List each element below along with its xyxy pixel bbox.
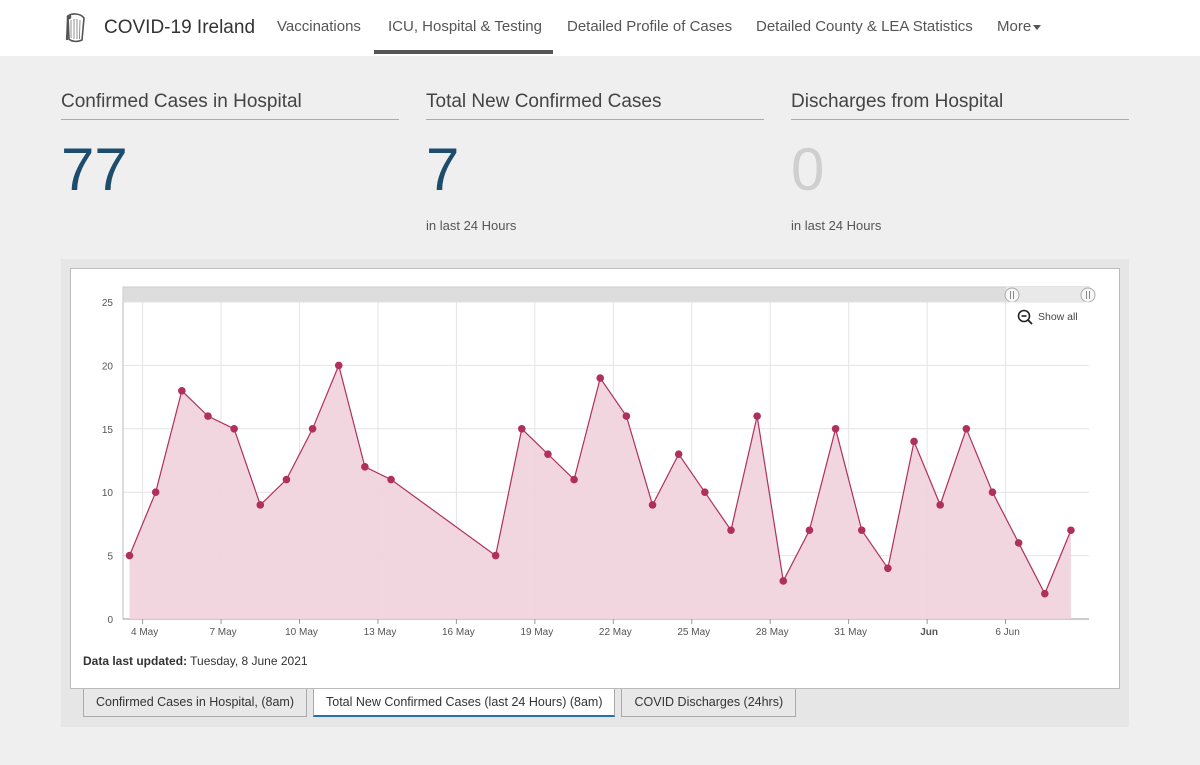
data-point bbox=[648, 501, 657, 509]
show-all-button[interactable]: Show all bbox=[1017, 309, 1078, 325]
data-point bbox=[1040, 589, 1049, 598]
new-cases-area-chart[interactable]: 0 5 10 15 20 25 4 May 7 May 10 May 13 May 16 May 19… bbox=[71, 269, 1121, 690]
data-point bbox=[361, 463, 369, 471]
data-point bbox=[727, 526, 735, 535]
chart-panel: 0 5 10 15 20 25 4 May 7 May 10 May 13 May 16 May 19… bbox=[61, 259, 1129, 727]
harp-logo-icon bbox=[65, 13, 85, 43]
data-point bbox=[230, 425, 238, 433]
data-point bbox=[910, 437, 918, 446]
data-point bbox=[1014, 539, 1023, 547]
y-tick-label: 15 bbox=[102, 425, 114, 436]
data-point bbox=[779, 577, 788, 585]
data-point bbox=[936, 501, 944, 509]
data-point bbox=[151, 488, 160, 496]
series-line bbox=[128, 363, 1072, 596]
x-tick-label: 22 May bbox=[599, 627, 632, 638]
data-point bbox=[674, 450, 683, 458]
nav-county-lea-stats[interactable]: Detailed County & LEA Statistics bbox=[756, 18, 973, 35]
tab-new-confirmed-cases[interactable]: Total New Confirmed Cases (last 24 Hours… bbox=[313, 689, 616, 717]
navigator-handle bbox=[1004, 287, 1020, 303]
x-tick-label: 19 May bbox=[520, 627, 553, 638]
tab-hospital-cases[interactable]: Confirmed Cases in Hospital, (8am) bbox=[83, 689, 307, 717]
data-point bbox=[178, 386, 186, 395]
data-point bbox=[387, 475, 395, 484]
y-tick-label: 5 bbox=[107, 552, 113, 563]
show-all-label: Show all bbox=[1038, 311, 1078, 323]
top-navbar: COVID-19 Ireland Vaccinations ICU, Hospi… bbox=[0, 0, 1200, 56]
data-point bbox=[884, 564, 892, 573]
tab-discharges[interactable]: COVID Discharges (24hrs) bbox=[621, 689, 797, 717]
nav-more-label: More bbox=[997, 18, 1032, 35]
data-point bbox=[1067, 526, 1075, 535]
zoom-out-icon bbox=[1017, 309, 1033, 325]
updated-label: Data last updated: bbox=[83, 654, 188, 668]
data-point bbox=[256, 501, 265, 509]
x-tick-label: 6 Jun bbox=[995, 627, 1019, 638]
stat-title: Confirmed Cases in Hospital bbox=[61, 91, 399, 120]
stat-title: Discharges from Hospital bbox=[791, 91, 1129, 120]
stat-subtitle: in last 24 Hours bbox=[791, 218, 882, 233]
data-point bbox=[596, 374, 605, 382]
x-tick-label: 7 May bbox=[209, 627, 236, 638]
data-point bbox=[988, 488, 997, 496]
data-point bbox=[517, 425, 526, 433]
nav-icu-hospital-testing[interactable]: ICU, Hospital & Testing bbox=[388, 18, 542, 35]
chart-tabs: Confirmed Cases in Hospital, (8am) Total… bbox=[83, 689, 802, 717]
x-tick-label: 31 May bbox=[834, 627, 867, 638]
data-point bbox=[805, 526, 814, 535]
stat-title: Total New Confirmed Cases bbox=[426, 91, 764, 120]
nav-vaccinations[interactable]: Vaccinations bbox=[277, 18, 361, 35]
stat-value: 0 bbox=[791, 136, 825, 203]
x-tick-label: 13 May bbox=[364, 627, 397, 638]
x-tick-label: 4 May bbox=[131, 627, 158, 638]
data-point bbox=[701, 488, 709, 496]
data-point bbox=[622, 412, 631, 420]
x-tick-label: 10 May bbox=[285, 627, 318, 638]
brand-title: COVID-19 Ireland bbox=[104, 17, 256, 38]
x-tick-label: 25 May bbox=[677, 627, 710, 638]
y-tick-label: 10 bbox=[102, 488, 114, 499]
stat-card-hospital: Confirmed Cases in Hospital 77 bbox=[61, 91, 399, 202]
data-point bbox=[831, 425, 840, 433]
nav-detailed-profile[interactable]: Detailed Profile of Cases bbox=[567, 18, 733, 35]
data-point bbox=[544, 450, 552, 458]
brand[interactable]: COVID-19 Ireland bbox=[62, 12, 255, 44]
data-point bbox=[570, 475, 578, 484]
x-tick-label: Jun bbox=[920, 627, 938, 638]
x-tick-label: 28 May bbox=[756, 627, 789, 638]
data-point bbox=[334, 361, 343, 370]
stat-card-discharges: Discharges from Hospital 0 in last 24 Ho… bbox=[791, 91, 1129, 233]
data-point bbox=[125, 551, 134, 560]
chart-frame: 0 5 10 15 20 25 4 May 7 May 10 May 13 May 16 May 19… bbox=[70, 268, 1120, 689]
active-tab-underline bbox=[374, 50, 553, 54]
stat-subtitle: in last 24 Hours bbox=[426, 218, 517, 233]
data-point bbox=[282, 475, 291, 484]
data-last-updated: Data last updated: Tuesday, 8 June 2021 bbox=[83, 654, 308, 668]
caret-down-icon bbox=[1033, 24, 1042, 30]
data-point bbox=[857, 526, 866, 535]
navigator-handle bbox=[1080, 287, 1096, 303]
navigator-bar bbox=[122, 286, 1090, 303]
data-point bbox=[962, 425, 971, 433]
series-area bbox=[129, 365, 1071, 619]
stat-card-new-cases: Total New Confirmed Cases 7 in last 24 H… bbox=[426, 91, 764, 233]
data-point bbox=[753, 412, 761, 420]
y-tick-label: 0 bbox=[107, 615, 113, 626]
data-point bbox=[491, 551, 500, 560]
nav-more-dropdown[interactable]: More bbox=[997, 18, 1042, 35]
stat-value: 7 bbox=[426, 136, 460, 203]
updated-value: Tuesday, 8 June 2021 bbox=[190, 654, 308, 668]
x-tick-label: 16 May bbox=[442, 627, 475, 638]
navigator-window bbox=[1006, 287, 1089, 302]
stat-value: 77 bbox=[61, 136, 128, 203]
data-point bbox=[308, 425, 317, 433]
y-tick-label: 20 bbox=[102, 361, 114, 372]
data-point bbox=[204, 412, 212, 420]
y-tick-label: 25 bbox=[102, 298, 114, 309]
